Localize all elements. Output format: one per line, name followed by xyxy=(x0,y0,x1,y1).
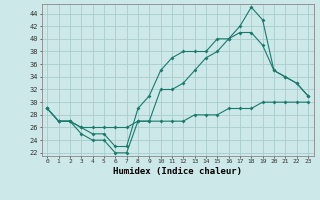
X-axis label: Humidex (Indice chaleur): Humidex (Indice chaleur) xyxy=(113,167,242,176)
